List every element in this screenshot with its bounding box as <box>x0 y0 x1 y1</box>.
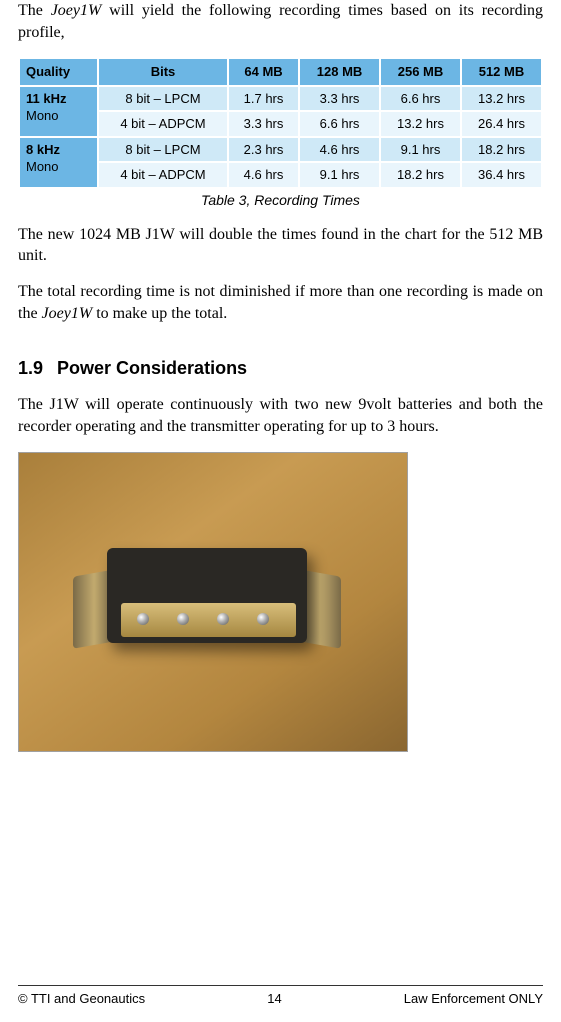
col-bits: Bits <box>99 59 227 85</box>
col-128mb: 128 MB <box>300 59 379 85</box>
screw-icon <box>257 613 269 625</box>
cell-64: 4.6 hrs <box>229 163 298 187</box>
cell-256: 18.2 hrs <box>381 163 460 187</box>
quality-11khz-sub: Mono <box>26 108 59 123</box>
recording-times-table: Quality Bits 64 MB 128 MB 256 MB 512 MB … <box>18 57 543 189</box>
cell-128: 4.6 hrs <box>300 138 379 162</box>
cell-bits: 4 bit – ADPCM <box>99 112 227 136</box>
device-photo <box>18 452 408 752</box>
footer-right: Law Enforcement ONLY <box>404 990 543 1008</box>
screw-icon <box>177 613 189 625</box>
cell-64: 1.7 hrs <box>229 87 298 111</box>
cell-512: 18.2 hrs <box>462 138 541 162</box>
footer-center: 14 <box>267 990 281 1008</box>
quality-11khz-bold: 11 kHz <box>26 91 66 106</box>
quality-8khz: 8 kHz Mono <box>20 138 97 187</box>
col-256mb: 256 MB <box>381 59 460 85</box>
paragraph-power: The J1W will operate continuously with t… <box>18 394 543 437</box>
page-footer: © TTI and Geonautics 14 Law Enforcement … <box>18 985 543 1008</box>
cell-bits: 8 bit – LPCM <box>99 138 227 162</box>
cell-256: 6.6 hrs <box>381 87 460 111</box>
col-quality: Quality <box>20 59 97 85</box>
col-512mb: 512 MB <box>462 59 541 85</box>
paragraph-1024mb: The new 1024 MB J1W will double the time… <box>18 224 543 267</box>
quality-8khz-sub: Mono <box>26 159 59 174</box>
cell-512: 13.2 hrs <box>462 87 541 111</box>
col-64mb: 64 MB <box>229 59 298 85</box>
cell-256: 13.2 hrs <box>381 112 460 136</box>
cell-128: 9.1 hrs <box>300 163 379 187</box>
quality-8khz-bold: 8 kHz <box>26 142 60 157</box>
screw-icon <box>217 613 229 625</box>
footer-left: © TTI and Geonautics <box>18 990 145 1008</box>
cell-bits: 8 bit – LPCM <box>99 87 227 111</box>
quality-11khz: 11 kHz Mono <box>20 87 97 136</box>
cell-128: 6.6 hrs <box>300 112 379 136</box>
intro-product: Joey1W <box>51 2 102 19</box>
section-title: Power Considerations <box>57 358 247 378</box>
cell-512: 26.4 hrs <box>462 112 541 136</box>
intro-pre: The <box>18 2 51 19</box>
cell-256: 9.1 hrs <box>381 138 460 162</box>
cell-bits: 4 bit – ADPCM <box>99 163 227 187</box>
paragraph-total-time: The total recording time is not diminish… <box>18 281 543 324</box>
cell-512: 36.4 hrs <box>462 163 541 187</box>
section-heading: 1.9 Power Considerations <box>18 356 543 380</box>
para3-product: Joey1W <box>42 305 93 322</box>
section-number: 1.9 <box>18 358 43 378</box>
table-caption: Table 3, Recording Times <box>18 191 543 210</box>
screw-icon <box>137 613 149 625</box>
intro-paragraph: The Joey1W will yield the following reco… <box>18 0 543 43</box>
cell-64: 3.3 hrs <box>229 112 298 136</box>
cell-128: 3.3 hrs <box>300 87 379 111</box>
para3-post: to make up the total. <box>92 305 227 322</box>
cell-64: 2.3 hrs <box>229 138 298 162</box>
